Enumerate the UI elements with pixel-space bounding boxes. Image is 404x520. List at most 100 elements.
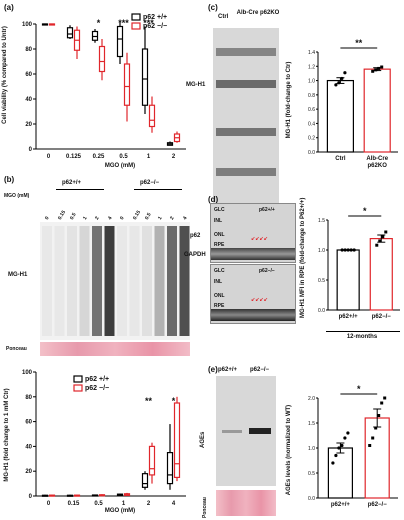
box (166, 451, 174, 485)
layer-label: GLC (214, 207, 225, 213)
data-point (374, 426, 378, 430)
x-tick-label: 0.5 (94, 501, 103, 507)
y-tick-label: 80 (25, 47, 32, 53)
data-point (331, 461, 335, 465)
significance-mark: *** (143, 18, 154, 28)
layer-label: GLC (214, 268, 225, 274)
x-tick-label: p62KO (368, 163, 388, 169)
panel-e-label: (e) (208, 365, 218, 374)
blot-lane (79, 226, 90, 336)
panel-d-chart: 0.0 0.5 1.0 1.5 p62+/+ p62−/− * (318, 206, 400, 320)
significance-mark: ** (355, 38, 363, 48)
y-tick-label: 0.8 (308, 93, 315, 99)
x-tick-label: 1 (147, 154, 151, 160)
panel-b-chart-ylabel: MG-H1 (fold change to 1 mM Ctr) (4, 388, 10, 482)
y-tick-label: 40 (25, 444, 32, 450)
x-tick-label: p62+/+ (339, 314, 359, 320)
y-tick-label: 0.0 (318, 308, 325, 314)
panel-d-image-ko: GLC INL ONL RPE p62−/− ↙↙↙↙ (210, 264, 296, 324)
y-tick-label: 1.0 (318, 248, 325, 254)
x-tick-label: Alb-Cre (366, 156, 388, 162)
blot-lane (42, 226, 52, 336)
lane-label: 0.5 (69, 211, 78, 221)
panel-d-ylabel: MG-H1 MFI in RPE (fold-change to P62+/+) (300, 197, 306, 318)
panel-c-label: (c) (208, 3, 218, 12)
panel-e-chart: 0.0 0.5 1.0 1.5 2.0 p62+/+ p62−/− * (308, 384, 398, 508)
lane-label: 4 (106, 215, 114, 221)
lane-label: 4 (181, 215, 189, 221)
legend-swatch (131, 13, 141, 21)
layer-label: ONL (214, 232, 225, 238)
y-tick-label: 60 (25, 420, 32, 426)
blot-band (216, 80, 276, 88)
layer-label: RPE (214, 242, 225, 248)
blot-lane (167, 226, 177, 336)
data-point (346, 248, 350, 252)
panel-b-group-ko: p62−/− (140, 180, 160, 186)
panel-b-blot-label: MG-H1 (8, 272, 28, 278)
data-point (380, 65, 384, 69)
lane-label: 0.15 (56, 209, 67, 221)
y-tick-label: 20 (25, 122, 32, 128)
blot-lane (154, 226, 165, 336)
significance-mark: * (97, 18, 101, 28)
y-tick-label: 1.2 (308, 64, 315, 70)
data-point (377, 414, 381, 417)
y-tick-label: 1.4 (308, 50, 315, 56)
lane-label: 0 (119, 215, 126, 221)
significance-mark: * (363, 206, 367, 216)
panel-a-label: (a) (4, 3, 14, 12)
legend-swatch (73, 384, 83, 392)
panel-d-time-label: 12-months (346, 334, 378, 340)
data-point (378, 239, 382, 243)
box (173, 402, 181, 479)
data-point (337, 81, 341, 85)
y-tick-label: 0 (29, 494, 33, 500)
y-tick-label: 1.0 (308, 446, 315, 452)
group-line (56, 189, 104, 190)
significance-mark: * (172, 396, 176, 406)
genotype-label: p62+/+ (259, 207, 275, 213)
data-point (374, 68, 378, 72)
data-point (377, 66, 381, 70)
blot-lane (179, 226, 190, 336)
time-line (326, 331, 400, 332)
data-point (380, 401, 384, 405)
panel-b-label: (b) (4, 175, 15, 184)
y-tick-label: 60 (25, 72, 32, 78)
box (98, 45, 106, 73)
data-point (381, 235, 385, 239)
data-point (334, 83, 338, 87)
panel-e-col-wt: p62+/+ (218, 367, 238, 373)
box (141, 48, 149, 106)
data-point (340, 248, 344, 252)
box (116, 25, 124, 58)
panel-e-blot (216, 376, 276, 486)
box (141, 473, 149, 488)
panel-a-chart: 0 20 40 60 80 100 0 0.125 0.25 0.5 1 2 p62 +/+ p62 −/… (22, 13, 186, 160)
y-tick-label: 0.0 (308, 496, 315, 502)
lane-label: 0 (44, 215, 51, 221)
blot-band (216, 168, 276, 176)
panel-b-blot (40, 222, 190, 340)
y-tick-label: 0 (29, 147, 33, 153)
panel-e-ponceau (216, 490, 276, 516)
data-point (337, 446, 341, 450)
x-tick-label: Ctrl (335, 156, 346, 162)
x-tick-label: 0 (47, 501, 51, 507)
bar (363, 68, 391, 153)
panel-b-chart-xlabel: MGO (mM) (104, 508, 136, 514)
panel-a-xlabel: MGO (mM) (104, 163, 136, 169)
bar (327, 447, 353, 499)
data-point (334, 453, 338, 458)
panel-e-ponceau-label: Ponceau (202, 497, 208, 518)
group-line (134, 189, 182, 190)
x-tick-label: 0.125 (66, 154, 82, 160)
bar (336, 249, 360, 311)
y-tick-label: 0.5 (308, 471, 315, 477)
significance-mark: ** (145, 396, 153, 406)
legend-swatch (73, 375, 83, 383)
data-point (371, 436, 375, 440)
panel-c-col-ctrl: Ctrl (218, 14, 229, 20)
layer-label: RPE (214, 303, 225, 309)
